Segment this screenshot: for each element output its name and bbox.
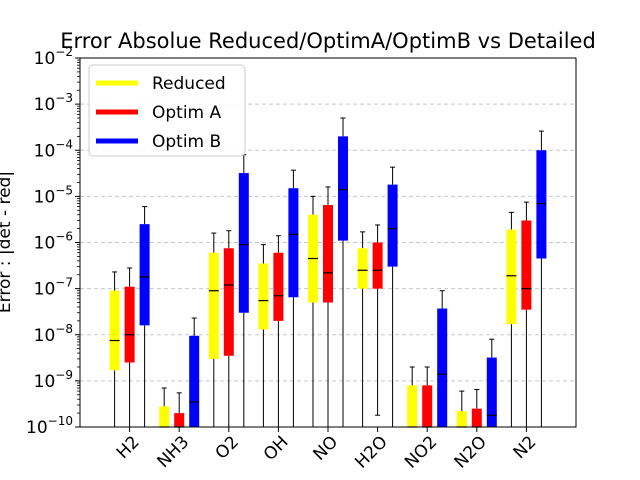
box-iqr [437,308,448,427]
box-iqr [223,248,234,356]
box-iqr [124,286,135,363]
box-iqr [422,385,433,427]
box-iqr [372,242,383,289]
box-iqr [139,224,150,326]
y-tick-label: 10−7 [34,276,73,300]
box-iqr [174,413,185,427]
box-oh-optim-b [288,169,299,428]
box-iqr [238,173,249,313]
box-iqr [288,188,299,298]
y-axis-label: Error : |det - red| [0,171,15,313]
box-iqr [258,263,269,330]
box-iqr [357,248,368,289]
box-iqr [471,408,482,427]
box-no2-optim-b [437,290,448,428]
box-h2o-optim-b [387,166,398,428]
box-iqr [159,406,170,427]
legend-box [88,64,246,157]
box-iqr [109,290,120,371]
legend: Reduced Optim A Optim B [88,64,246,157]
box-iqr [521,220,532,310]
legend-label-optim-b: Optim B [152,132,221,152]
boxes-group [109,117,547,428]
box-iqr [323,205,333,303]
box-iqr [387,184,398,267]
box-iqr [407,385,418,427]
y-tick-label: 10−5 [34,183,73,207]
legend-label-reduced: Reduced [152,74,226,94]
box-iqr [208,252,219,359]
y-tick-label: 10−4 [34,137,73,161]
box-h2o-optim-a [372,224,383,416]
legend-label-optim-a: Optim A [152,103,222,123]
box-iqr [486,357,497,427]
box-n2-optim-a [521,201,532,428]
box-o2-reduced [208,232,219,428]
box-n2-reduced [506,211,517,428]
box-o2-optim-a [223,230,234,428]
box-iqr [536,150,547,259]
box-iqr [189,335,200,427]
chart-title: Error Absolue Reduced/OptimA/OptimB vs D… [60,29,596,53]
box-iqr [273,252,284,321]
box-iqr [506,229,517,325]
box-iqr [456,411,467,427]
box-iqr [338,136,348,241]
